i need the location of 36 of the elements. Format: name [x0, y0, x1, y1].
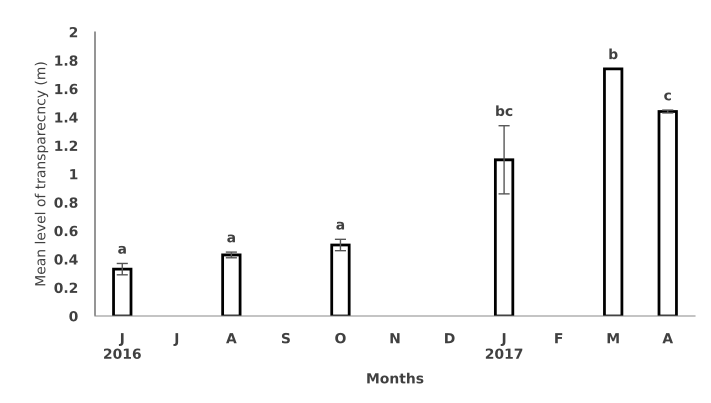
- data-label: bc: [496, 105, 512, 116]
- x-tick-label: O: [335, 332, 346, 344]
- x-tick-label: N: [390, 333, 400, 344]
- x-tick-label: F: [555, 333, 562, 344]
- y-tick-label: 1.6: [55, 84, 78, 94]
- y-tick-label: 2: [70, 26, 78, 38]
- bar: [221, 254, 242, 316]
- y-tick-label: 0: [69, 310, 78, 322]
- data-label: b: [609, 48, 618, 60]
- y-tick-label: 1: [70, 169, 78, 180]
- data-label: a: [118, 246, 126, 254]
- y-tick-label: 1.4: [55, 112, 78, 122]
- x-tick-label: J 2016: [104, 333, 141, 359]
- bar: [658, 110, 678, 316]
- x-tick-label: S: [282, 332, 290, 344]
- x-tick-label: D: [445, 333, 455, 344]
- y-tick-label: 0.6: [54, 226, 78, 236]
- bar: [330, 244, 351, 316]
- x-tick-label: A: [226, 333, 237, 344]
- x-tick-label: A: [662, 333, 674, 344]
- y-axis-title: Mean level of transparecncy (m): [34, 62, 48, 286]
- data-label: a: [336, 222, 344, 230]
- x-tick-label: J: [173, 333, 178, 346]
- x-tick-label: J 2017: [486, 333, 522, 359]
- data-label: c: [664, 92, 671, 100]
- y-tick-label: 0.8: [54, 197, 78, 208]
- x-tick-label: M: [608, 333, 619, 344]
- y-tick-label: 1.2: [55, 140, 78, 151]
- x-axis-title: Months: [367, 372, 424, 384]
- bar: [112, 268, 132, 316]
- y-tick-label: 1.8: [55, 55, 78, 66]
- bar: [494, 158, 514, 316]
- data-label: a: [227, 234, 235, 242]
- bar: [603, 68, 624, 316]
- y-tick-label: 0.2: [54, 282, 78, 294]
- y-tick-label: 0.4: [54, 254, 78, 265]
